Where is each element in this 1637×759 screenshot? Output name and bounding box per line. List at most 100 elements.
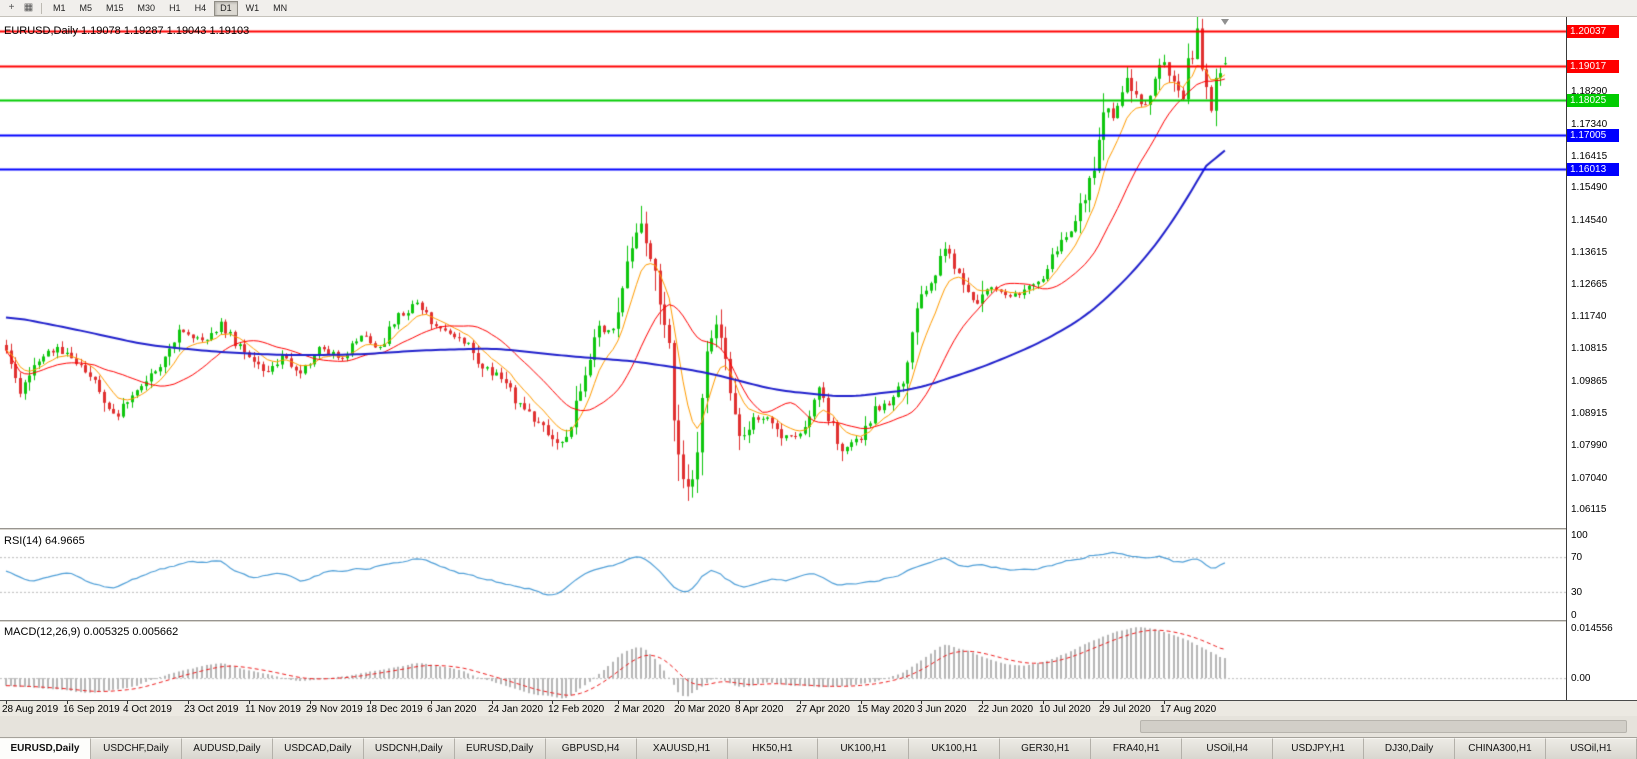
tf-button-m1[interactable]: M1 xyxy=(47,1,72,16)
axis-tick-mark xyxy=(6,701,7,704)
tf-button-h1[interactable]: H1 xyxy=(163,1,187,16)
axis-tick-mark xyxy=(921,701,922,704)
tf-button-w1[interactable]: W1 xyxy=(240,1,266,16)
axis-tick-mark xyxy=(1043,701,1044,704)
chart-tab[interactable]: GBPUSD,H4 xyxy=(545,738,637,759)
price-tick: 1.11740 xyxy=(1571,311,1607,322)
tf-button-d1[interactable]: D1 xyxy=(214,0,238,16)
hline-price-label: 1.16013 xyxy=(1567,163,1619,176)
date-label: 8 Apr 2020 xyxy=(735,704,784,715)
price-tick: 1.06115 xyxy=(1571,504,1607,515)
chart-tab[interactable]: GER30,H1 xyxy=(1000,738,1092,759)
date-label: 29 Nov 2019 xyxy=(306,704,363,715)
tf-button-m15[interactable]: M15 xyxy=(100,1,130,16)
date-label: 15 May 2020 xyxy=(857,704,915,715)
axis-tick-mark xyxy=(310,701,311,704)
axis-tick-mark xyxy=(492,701,493,704)
chart-type-icon[interactable]: ▦ xyxy=(23,1,34,13)
axis-tick-mark xyxy=(188,701,189,704)
h-scrollbar[interactable] xyxy=(0,716,1637,737)
hline-price-label: 1.19017 xyxy=(1567,60,1619,73)
chart-tab[interactable]: CHINA300,H1 xyxy=(1455,738,1546,759)
chart-tab[interactable]: DJ30,Daily xyxy=(1364,738,1455,759)
chart-tab[interactable]: FRA40,H1 xyxy=(1091,738,1183,759)
date-label: 6 Jan 2020 xyxy=(427,704,477,715)
date-label: 28 Aug 2019 xyxy=(2,704,59,715)
date-label: 3 Jun 2020 xyxy=(917,704,967,715)
axis-tick-mark xyxy=(739,701,740,704)
macd-title: MACD(12,26,9) 0.005325 0.005662 xyxy=(4,626,179,638)
price-tick: 1.18290 xyxy=(1571,86,1608,97)
toolbar-separator xyxy=(41,2,42,14)
date-label: 10 Jul 2020 xyxy=(1039,704,1091,715)
axis-tick-mark xyxy=(552,701,553,704)
pane-separator[interactable] xyxy=(0,620,1637,622)
axis-tick-mark xyxy=(1164,701,1165,704)
date-label: 24 Jan 2020 xyxy=(488,704,544,715)
date-label: 23 Oct 2019 xyxy=(184,704,239,715)
chart-tab[interactable]: UK100,H1 xyxy=(818,738,910,759)
rsi-tick: 70 xyxy=(1571,552,1583,563)
price-tick: 1.16415 xyxy=(1571,151,1608,162)
date-label: 17 Aug 2020 xyxy=(1160,704,1217,715)
axis-tick-mark xyxy=(127,701,128,704)
axis-tick-mark xyxy=(67,701,68,704)
date-label: 29 Jul 2020 xyxy=(1099,704,1151,715)
chart-tab[interactable]: HK50,H1 xyxy=(727,738,819,759)
price-tick: 1.17340 xyxy=(1571,119,1608,130)
price-scale[interactable]: 1.18290 1.17340 1.16415 1.15490 1.14540 1.136… xyxy=(1566,17,1637,700)
price-tick: 1.09865 xyxy=(1571,376,1608,387)
rsi-tick: 0 xyxy=(1571,610,1577,621)
axis-tick-mark xyxy=(678,701,679,704)
h-scrollbar-thumb[interactable] xyxy=(1140,720,1627,733)
price-tick: 1.08915 xyxy=(1571,408,1608,419)
crosshair-icon[interactable]: + xyxy=(8,1,15,13)
chart-tab[interactable]: XAUUSD,H1 xyxy=(636,738,728,759)
chart-title: EURUSD,Daily 1.19078 1.19287 1.19043 1.1… xyxy=(4,25,250,37)
chart-tabs: EURUSD,Daily USDCHF,Daily AUDUSD,Daily USDC… xyxy=(0,737,1637,759)
date-label: 20 Mar 2020 xyxy=(674,704,731,715)
hline-price-label: 1.17005 xyxy=(1567,129,1619,142)
chart-tab[interactable]: USOil,H1 xyxy=(1545,738,1637,759)
tf-button-m5[interactable]: M5 xyxy=(74,1,99,16)
axis-tick-mark xyxy=(370,701,371,704)
rsi-title: RSI(14) 64.9665 xyxy=(4,535,85,547)
chart-tab[interactable]: AUDUSD,Daily xyxy=(181,738,273,759)
date-label: 12 Feb 2020 xyxy=(548,704,605,715)
rsi-tick: 30 xyxy=(1571,587,1583,598)
axis-tick-mark xyxy=(982,701,983,704)
tf-button-m30[interactable]: M30 xyxy=(132,1,162,16)
tf-button-h4[interactable]: H4 xyxy=(189,1,213,16)
tf-button-mn[interactable]: MN xyxy=(267,1,293,16)
chart-tab[interactable]: USDCHF,Daily xyxy=(90,738,182,759)
price-tick: 1.12665 xyxy=(1571,279,1608,290)
macd-tick: 0.014556 xyxy=(1571,623,1613,634)
chart-tab[interactable]: USDJPY,H1 xyxy=(1273,738,1365,759)
chart-shift-marker[interactable] xyxy=(1221,19,1229,25)
date-label: 22 Jun 2020 xyxy=(978,704,1034,715)
price-tick: 1.14540 xyxy=(1571,215,1608,226)
chart-tab[interactable]: USDCNH,Daily xyxy=(363,738,455,759)
chart-tab[interactable]: USDCAD,Daily xyxy=(272,738,364,759)
price-tick: 1.13615 xyxy=(1571,247,1608,258)
chart-tab[interactable]: USOil,H4 xyxy=(1182,738,1274,759)
time-axis[interactable]: 28 Aug 2019 16 Sep 2019 4 Oct 2019 23 Oct 2… xyxy=(0,700,1637,716)
chart-tab[interactable]: EURUSD,Daily xyxy=(454,738,546,759)
chart-canvas[interactable] xyxy=(0,17,1566,700)
axis-tick-mark xyxy=(618,701,619,704)
axis-tick-mark xyxy=(431,701,432,704)
chart-tab[interactable]: UK100,H1 xyxy=(909,738,1001,759)
date-label: 2 Mar 2020 xyxy=(614,704,665,715)
price-tick: 1.07990 xyxy=(1571,440,1608,451)
date-label: 27 Apr 2020 xyxy=(796,704,850,715)
macd-tick: 0.00 xyxy=(1571,673,1591,684)
pane-separator[interactable] xyxy=(0,528,1637,530)
axis-tick-mark xyxy=(1103,701,1104,704)
axis-tick-mark xyxy=(861,701,862,704)
chart-area: EURUSD,Daily 1.19078 1.19287 1.19043 1.1… xyxy=(0,17,1637,700)
axis-tick-mark xyxy=(800,701,801,704)
hline-price-label: 1.18025 xyxy=(1567,94,1619,107)
chart-tab[interactable]: EURUSD,Daily xyxy=(0,738,91,759)
date-label: 11 Nov 2019 xyxy=(245,704,301,715)
